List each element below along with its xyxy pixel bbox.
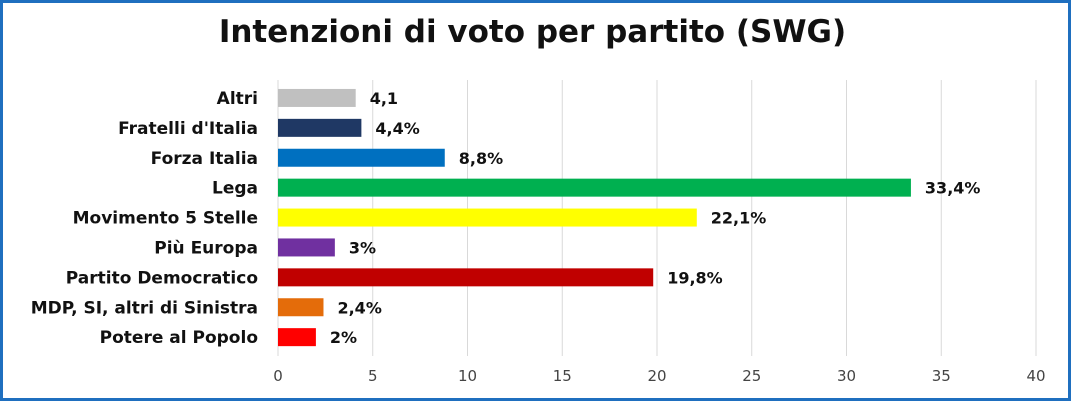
value-label: 33,4% — [925, 179, 981, 198]
value-labels: 4,1 4,4% 8,8% 33,4% 22,1% 3% 19,8% 2,4% 2% — [330, 89, 981, 347]
chart-title: Intenzioni di voto per partito (SWG) — [218, 14, 847, 50]
category-labels: Altri Fratelli d'Italia Forza Italia Lega Mo… — [31, 89, 258, 348]
x-axis-ticks: 0 5 10 15 20 25 30 35 40 — [273, 367, 1045, 385]
x-tick-label: 15 — [553, 367, 572, 385]
value-label: 4,1 — [370, 89, 398, 108]
value-label: 2,4% — [337, 298, 381, 317]
x-tick-label: 30 — [837, 367, 856, 385]
value-label: 22,1% — [711, 209, 767, 228]
value-label: 19,8% — [667, 268, 723, 287]
category-label: Lega — [212, 179, 258, 199]
bar — [278, 148, 445, 167]
category-label: Forza Italia — [151, 149, 258, 169]
category-label: Movimento 5 Stelle — [73, 209, 258, 229]
bar — [278, 208, 697, 227]
bars — [278, 88, 911, 347]
bar — [278, 268, 654, 287]
x-tick-label: 25 — [742, 367, 761, 385]
x-tick-label: 40 — [1026, 367, 1045, 385]
category-label: Fratelli d'Italia — [118, 119, 258, 139]
x-tick-label: 20 — [647, 367, 666, 385]
category-label: Partito Democratico — [66, 268, 258, 288]
bar — [278, 88, 356, 107]
value-label: 2% — [330, 328, 357, 347]
bar — [278, 328, 316, 347]
value-label: 3% — [349, 238, 376, 257]
category-label: Potere al Popolo — [100, 328, 258, 348]
bar — [278, 238, 335, 257]
bar — [278, 178, 911, 197]
category-label: Più Europa — [154, 238, 258, 258]
value-label: 4,4% — [375, 119, 419, 138]
x-tick-label: 5 — [368, 367, 378, 385]
x-tick-label: 35 — [932, 367, 951, 385]
category-label: MDP, SI, altri di Sinistra — [31, 298, 258, 318]
bar — [278, 118, 362, 137]
category-label: Altri — [217, 89, 258, 109]
bar — [278, 298, 324, 317]
x-tick-label: 10 — [458, 367, 477, 385]
value-label: 8,8% — [459, 149, 503, 168]
x-tick-label: 0 — [273, 367, 283, 385]
